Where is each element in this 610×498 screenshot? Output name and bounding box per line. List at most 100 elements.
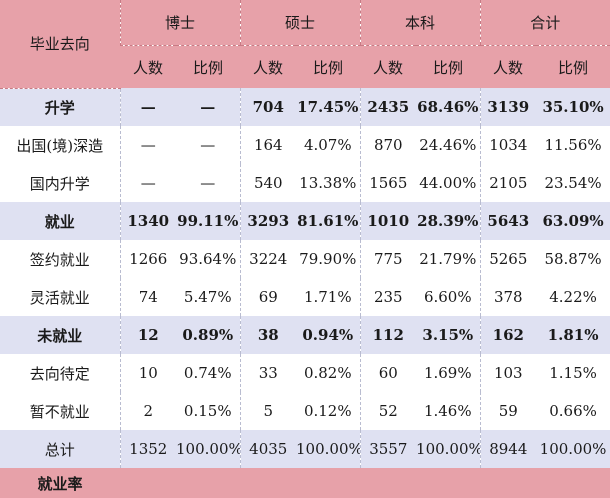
row-label: 升学 — [0, 88, 120, 126]
count-cell: — — [119, 126, 176, 164]
row-label: 未就业 — [0, 316, 120, 354]
ratio-cell: 3.15% — [416, 316, 481, 354]
count-cell: 2105 — [479, 164, 537, 202]
row-label: 去向待定 — [29, 364, 90, 383]
count-cell: 103 — [479, 354, 537, 392]
ratio-cell: 44.00% — [419, 174, 477, 192]
ratio-cell: 24.46% — [419, 136, 477, 154]
ratio-cell: 1.46% — [423, 402, 472, 420]
ratio-cell: 4.07% — [303, 136, 352, 154]
group-header-total: 合计 — [479, 0, 610, 46]
count-cell: 1266 — [119, 240, 176, 278]
table-row: 出国(境)深造 — — 164 4.07% 870 24.46% 1034 11.56% — [0, 126, 610, 164]
count-cell: 704 — [239, 88, 297, 126]
table-row: 灵活就业 74 5.47% 69 1.71% 235 6.60% 378 4.22% — [0, 278, 610, 316]
ratio-cell: — — [200, 136, 216, 154]
group-header-bachelor: 本科 — [359, 0, 481, 46]
rate-cell — [240, 468, 361, 498]
row-label: 灵活就业 — [29, 288, 90, 307]
rate-cell — [480, 468, 610, 498]
ratio-cell: 0.82% — [303, 364, 352, 382]
count-cell: 59 — [479, 392, 537, 430]
employment-rate-row: 就业率 — [0, 468, 610, 498]
ratio-cell: 63.09% — [536, 202, 610, 240]
count-cell: 540 — [239, 164, 297, 202]
count-cell: 2435 — [359, 88, 417, 126]
ratio-cell: 100.00% — [296, 430, 361, 468]
ratio-cell: 1.69% — [423, 364, 472, 382]
ratio-cell: 4.22% — [549, 288, 597, 306]
count-cell: 5643 — [479, 202, 537, 240]
table-row: 未就业 12 0.89% 38 0.94% 112 3.15% 162 1.81% — [0, 316, 610, 354]
rate-cell — [120, 468, 241, 498]
count-cell: 3293 — [239, 202, 297, 240]
ratio-cell: 100.00% — [536, 430, 610, 468]
count-cell: 1034 — [479, 126, 537, 164]
count-cell: 4035 — [239, 430, 297, 468]
row-label: 就业 — [0, 202, 120, 240]
count-cell: — — [119, 88, 176, 126]
ratio-cell: 0.66% — [549, 402, 597, 420]
ratio-cell: 0.12% — [303, 402, 352, 420]
subheader-ratio: 比例 — [176, 45, 241, 88]
count-cell: 69 — [239, 278, 297, 316]
ratio-cell: 11.56% — [544, 136, 602, 154]
ratio-cell: 17.45% — [296, 88, 361, 126]
count-cell: 112 — [359, 316, 417, 354]
ratio-cell: — — [200, 174, 216, 192]
count-cell: 38 — [239, 316, 297, 354]
row-label: 签约就业 — [29, 250, 90, 269]
ratio-cell: 13.38% — [299, 174, 357, 192]
table-body: 升学 — —704 17.45% 2435 68.46% 3139 35.10% 出国(境)深造… — [0, 88, 610, 498]
count-cell: 52 — [359, 392, 417, 430]
ratio-cell: 28.39% — [416, 202, 481, 240]
row-label: 就业率 — [0, 468, 120, 498]
table-row: 去向待定 10 0.74% 33 0.82% 60 1.69% 103 1.15% — [0, 354, 610, 392]
subheader-count: 人数 — [360, 45, 417, 88]
row-label: 出国(境)深造 — [16, 136, 104, 155]
ratio-cell: 68.46% — [416, 88, 481, 126]
table-row: 升学 — —704 17.45% 2435 68.46% 3139 35.10% — [0, 88, 610, 126]
count-cell: 162 — [479, 316, 537, 354]
ratio-cell: 99.11% — [176, 202, 241, 240]
group-header-phd: 博士 — [119, 0, 241, 46]
ratio-cell: 21.79% — [419, 250, 477, 268]
ratio-cell: 0.94% — [296, 316, 361, 354]
table-row: 就业 1340 99.11% 3293 81.61% 1010 28.39% 5643 63.0… — [0, 202, 610, 240]
row-label: 国内升学 — [29, 174, 90, 193]
ratio-cell: 1.71% — [303, 288, 352, 306]
count-cell: 1340 — [119, 202, 176, 240]
count-cell: 235 — [359, 278, 417, 316]
ratio-cell: 100.00% — [416, 430, 481, 468]
count-cell: 2 — [119, 392, 176, 430]
count-cell: 1565 — [359, 164, 417, 202]
subheader-ratio: 比例 — [296, 45, 361, 88]
table-row: 签约就业 1266 93.64% 3224 79.90% 775 21.79% 5265 58.… — [0, 240, 610, 278]
ratio-cell: 79.90% — [299, 250, 357, 268]
ratio-cell: 1.81% — [536, 316, 610, 354]
ratio-cell: 81.61% — [296, 202, 361, 240]
count-cell: 33 — [239, 354, 297, 392]
subheader-count: 人数 — [120, 45, 176, 88]
ratio-cell: 35.10% — [536, 88, 610, 126]
table-row: 总计 1352 100.00% 4035 100.00% 3557 100.00% 8944 1… — [0, 430, 610, 468]
subheader-ratio: 比例 — [536, 45, 610, 88]
rate-cell — [360, 468, 481, 498]
ratio-cell: 5.47% — [183, 288, 232, 306]
row-label: 暂不就业 — [29, 402, 90, 421]
count-cell: 1352 — [119, 430, 176, 468]
subheader-count: 人数 — [480, 45, 537, 88]
count-cell: 10 — [119, 354, 176, 392]
group-header-master: 硕士 — [239, 0, 361, 46]
table-row: 暂不就业 2 0.15% 5 0.12% 52 1.46% 59 0.66% — [0, 392, 610, 430]
table-row: 国内升学 — — 540 13.38% 1565 44.00% 2105 23.54% — [0, 164, 610, 202]
count-cell: 8944 — [479, 430, 537, 468]
count-cell: 5265 — [479, 240, 537, 278]
count-cell: 3224 — [239, 240, 297, 278]
count-cell: 5 — [239, 392, 297, 430]
ratio-cell: 0.74% — [183, 364, 232, 382]
ratio-cell: 100.00% — [176, 430, 241, 468]
ratio-cell: 23.54% — [544, 174, 602, 192]
count-cell: 12 — [119, 316, 176, 354]
count-cell: 74 — [119, 278, 176, 316]
